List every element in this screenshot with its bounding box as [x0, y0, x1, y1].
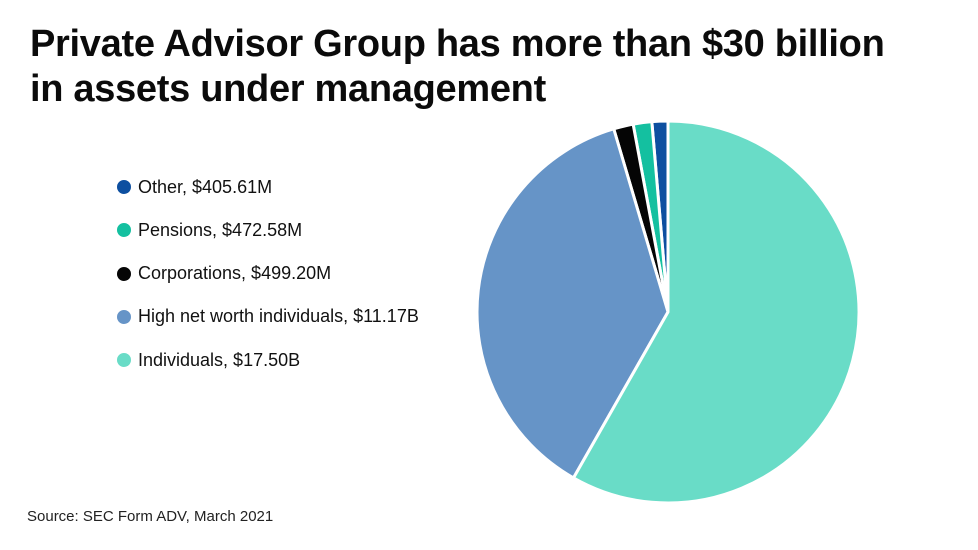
source-note: Source: SEC Form ADV, March 2021 — [27, 508, 274, 525]
legend-swatch-corporations — [117, 266, 131, 281]
legend-item-corporations: Corporations, $499.20M — [117, 263, 419, 285]
legend-swatch-high-net-worth — [117, 309, 131, 324]
legend-item-other: Other, $405.61M — [117, 176, 419, 198]
legend-swatch-individuals — [117, 353, 131, 368]
legend-item-high-net-worth: High net worth individuals, $11.17B — [117, 306, 419, 328]
legend-label-individuals: Individuals, $17.50B — [138, 349, 301, 370]
pie-slice-individuals — [571, 119, 861, 505]
chart-title-line-1: Private Advisor Group has more than $30 … — [30, 23, 885, 65]
legend-label-corporations: Corporations, $499.20M — [138, 263, 332, 284]
legend-item-individuals: Individuals, $17.50B — [117, 349, 419, 371]
chart-title-line-2: in assets under management — [30, 68, 546, 110]
pie-chart — [475, 119, 861, 505]
legend-label-other: Other, $405.61M — [138, 176, 273, 197]
legend-swatch-pensions — [117, 223, 131, 238]
legend-label-pensions: Pensions, $472.58M — [138, 219, 303, 240]
pie-slice-high-net-worth-individuals — [475, 127, 670, 480]
legend-swatch-other — [117, 180, 131, 194]
chart-title: Private Advisor Group has more than $30 … — [30, 22, 950, 112]
legend-item-pensions: Pensions, $472.58M — [117, 219, 419, 241]
chart-legend: Other, $405.61M Pensions, $472.58M Corpo… — [117, 176, 419, 392]
legend-label-high-net-worth: High net worth individuals, $11.17B — [138, 306, 419, 327]
